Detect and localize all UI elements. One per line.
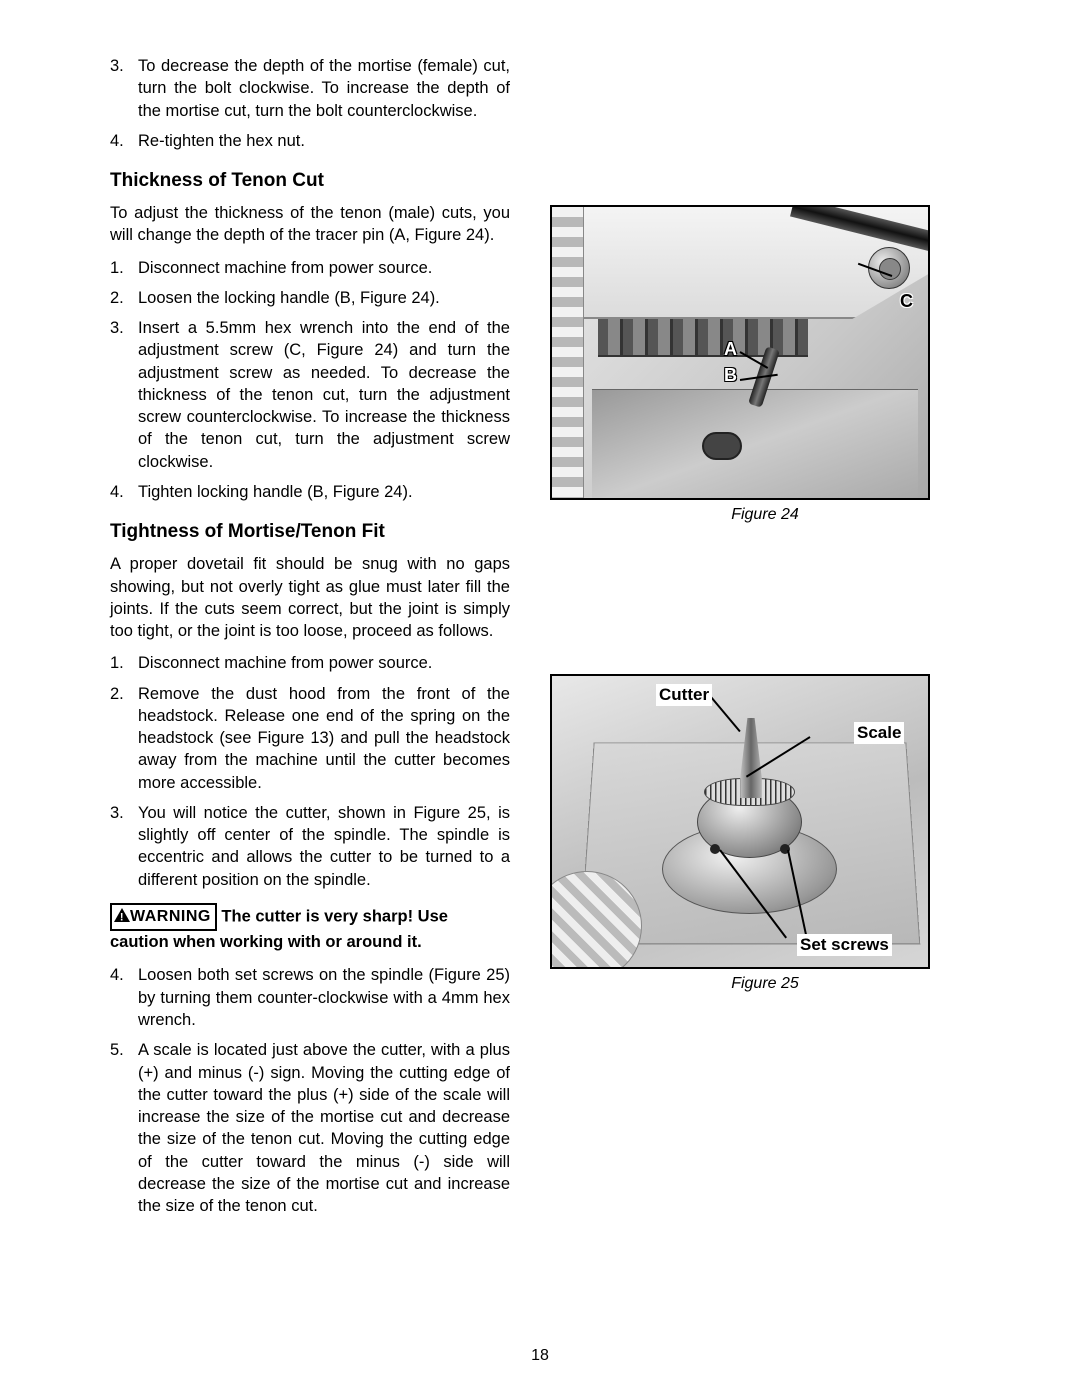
list-number: 1. xyxy=(110,257,138,279)
page-number: 18 xyxy=(0,1347,1080,1365)
list-number: 3. xyxy=(110,802,138,891)
list-number: 1. xyxy=(110,652,138,674)
list-item: 2. Remove the dust hood from the front o… xyxy=(110,683,510,794)
figure-label-b: B xyxy=(724,365,737,386)
warning-triangle-icon: ! xyxy=(114,908,130,922)
list-item: 3. You will notice the cutter, shown in … xyxy=(110,802,510,891)
figure-25-image: Cutter Scale Set screws xyxy=(550,674,930,969)
list-item: 3. Insert a 5.5mm hex wrench into the en… xyxy=(110,317,510,473)
list-number: 4. xyxy=(110,964,138,1031)
figure-label-c: C xyxy=(900,291,913,312)
list-text: Tighten locking handle (B, Figure 24). xyxy=(138,481,510,503)
figure-25-block: Cutter Scale Set screws Figure 25 xyxy=(550,674,980,993)
list-text: Re-tighten the hex nut. xyxy=(138,130,510,152)
heading-thickness: Thickness of Tenon Cut xyxy=(110,170,510,192)
list-text: Disconnect machine from power source. xyxy=(138,652,510,674)
figure-label-a: A xyxy=(724,339,737,360)
list-number: 4. xyxy=(110,130,138,152)
list-text: To decrease the depth of the mortise (fe… xyxy=(138,55,510,122)
heading-tightness: Tightness of Mortise/Tenon Fit xyxy=(110,521,510,543)
figure-label-scale: Scale xyxy=(854,722,904,744)
svg-text:!: ! xyxy=(120,911,124,922)
list-number: 3. xyxy=(110,317,138,473)
list-number: 2. xyxy=(110,287,138,309)
list-number: 2. xyxy=(110,683,138,794)
list-text: Remove the dust hood from the front of t… xyxy=(138,683,510,794)
list-item: 2. Loosen the locking handle (B, Figure … xyxy=(110,287,510,309)
list-item: 4. Tighten locking handle (B, Figure 24)… xyxy=(110,481,510,503)
figure-label-cutter: Cutter xyxy=(656,684,712,706)
list-item: 1. Disconnect machine from power source. xyxy=(110,257,510,279)
figure-24-caption: Figure 24 xyxy=(550,506,980,524)
list-number: 5. xyxy=(110,1039,138,1217)
list-item: 3. To decrease the depth of the mortise … xyxy=(110,55,510,122)
list-text: You will notice the cutter, shown in Fig… xyxy=(138,802,510,891)
paragraph: A proper dovetail fit should be snug wit… xyxy=(110,553,510,642)
list-item: 5. A scale is located just above the cut… xyxy=(110,1039,510,1217)
list-text: Insert a 5.5mm hex wrench into the end o… xyxy=(138,317,510,473)
list-text: Disconnect machine from power source. xyxy=(138,257,510,279)
list-text: Loosen both set screws on the spindle (F… xyxy=(138,964,510,1031)
figure-24-image: A B C xyxy=(550,205,930,500)
warning-paragraph: !WARNING The cutter is very sharp! Use c… xyxy=(110,903,510,954)
list-item: 4. Loosen both set screws on the spindle… xyxy=(110,964,510,1031)
warning-badge: ! WARNING xyxy=(110,903,217,931)
list-text: A scale is located just above the cutter… xyxy=(138,1039,510,1217)
list-number: 4. xyxy=(110,481,138,503)
warning-label-text: WARNING xyxy=(130,908,211,925)
figure-label-setscrews: Set screws xyxy=(797,934,892,956)
list-number: 3. xyxy=(110,55,138,122)
figure-24-block: A B C Figure 24 xyxy=(550,205,980,524)
list-item: 4. Re-tighten the hex nut. xyxy=(110,130,510,152)
left-column: 3. To decrease the depth of the mortise … xyxy=(110,55,510,1225)
paragraph: To adjust the thickness of the tenon (ma… xyxy=(110,202,510,247)
right-column: A B C Figure 24 Cutter xyxy=(550,55,980,1225)
list-text: Loosen the locking handle (B, Figure 24)… xyxy=(138,287,510,309)
list-item: 1. Disconnect machine from power source. xyxy=(110,652,510,674)
figure-25-caption: Figure 25 xyxy=(550,975,980,993)
